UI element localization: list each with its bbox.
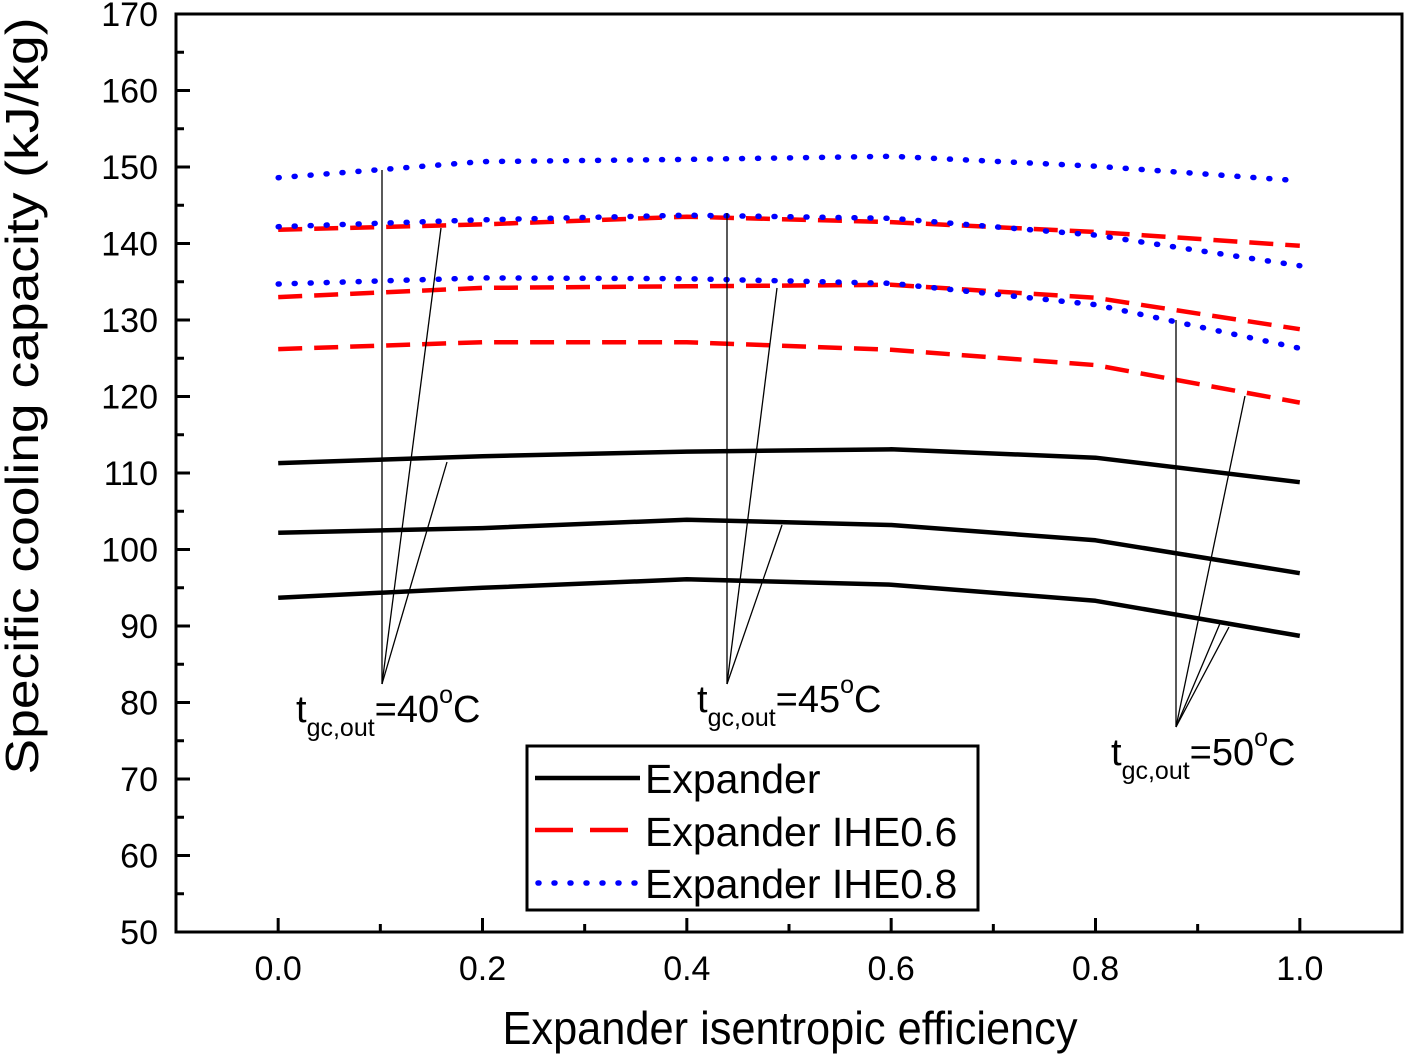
- annotation-leader-line: [381, 227, 442, 685]
- annotation-leader-line: [1175, 626, 1230, 728]
- series-line-expander-ihe08-45c: [275, 212, 1303, 269]
- legend: Expander Expander IHE0.6 Expander IHE0.8: [525, 744, 980, 912]
- annotation-leaders-40c: [381, 170, 448, 685]
- y-tick-label: 50: [120, 914, 158, 952]
- x-tick-label: 1.0: [1276, 950, 1323, 988]
- annotation-leader-line: [381, 461, 448, 685]
- annotation-symbol: t: [296, 689, 307, 731]
- annotation-symbol: t: [1111, 732, 1122, 774]
- y-tick-label: 140: [101, 226, 158, 264]
- annotation-degree: o: [840, 671, 854, 699]
- y-tick-label: 150: [101, 149, 158, 187]
- y-tick-label: 60: [120, 838, 158, 876]
- legend-label-expander-ihe08: Expander IHE0.8: [645, 861, 957, 907]
- annotation-leader-line: [726, 524, 783, 685]
- x-tick-label: 0.8: [1072, 950, 1119, 988]
- series-line-expander-ihe08-50c: [275, 275, 1303, 352]
- series-line-expander-45c: [278, 517, 1301, 576]
- series-layer: [275, 153, 1303, 639]
- y-tick-label: 130: [101, 302, 158, 340]
- annotation-subscript: gc,out: [708, 704, 776, 732]
- annotation-degree: o: [439, 681, 453, 709]
- x-tick-label: 0.4: [663, 950, 710, 988]
- tick-layer: 50 60 70 80 90 100 110 120 130 140 150 160 170 0.0 0.2…: [101, 0, 1323, 988]
- annotation-symbol: t: [697, 679, 708, 721]
- annotation-degree: o: [1254, 724, 1268, 752]
- y-tick-label: 170: [101, 0, 158, 34]
- y-tick-label: 100: [101, 532, 158, 570]
- annotation-unit: C: [854, 679, 881, 721]
- annotation-value: =40: [375, 689, 439, 731]
- y-tick-label: 70: [120, 761, 158, 799]
- x-tick-label: 0.2: [459, 950, 506, 988]
- annotation-leaders-50c: [1175, 320, 1246, 728]
- annotation-subscript: gc,out: [307, 714, 375, 742]
- y-tick-label: 110: [104, 455, 158, 493]
- x-tick-label: 0.0: [255, 950, 302, 988]
- annotation-unit: C: [1268, 732, 1295, 774]
- legend-label-expander: Expander: [645, 756, 821, 802]
- annotation-subscript: gc,out: [1122, 757, 1190, 785]
- annotation-value: =50: [1190, 732, 1254, 774]
- annotation-label-45c: tgc,out=45oC: [697, 671, 882, 732]
- annotation-leaders-45c: [726, 213, 783, 685]
- y-tick-label: 90: [120, 608, 158, 646]
- annotation-value: =45: [776, 679, 840, 721]
- series-line-expander-50c: [278, 577, 1301, 639]
- y-tick-label: 160: [101, 73, 158, 111]
- y-axis-title: Specific cooling capacity (kJ/kg): [0, 18, 48, 775]
- annotation-leader-line: [726, 287, 778, 685]
- plot-frame: [174, 12, 1404, 934]
- series-line-expander-40c: [278, 447, 1301, 485]
- series-line-expander-ihe06-50c: [278, 339, 1301, 405]
- legend-label-expander-ihe06: Expander IHE0.6: [645, 809, 957, 855]
- y-tick-label: 120: [101, 379, 158, 417]
- y-tick-label: 80: [120, 685, 158, 723]
- annotation-unit: C: [453, 689, 480, 731]
- series-line-expander-ihe06-45c: [278, 282, 1301, 332]
- series-line-expander-ihe08-40c: [275, 153, 1303, 184]
- annotation-label-40c: tgc,out=40oC: [296, 681, 481, 742]
- x-tick-label: 0.6: [868, 950, 915, 988]
- annotation-leader-line: [1175, 395, 1246, 728]
- x-axis-title: Expander isentropic efficiency: [503, 1002, 1078, 1054]
- annotation-leader-line: [1175, 620, 1222, 728]
- series-line-expander-ihe06-40c: [278, 214, 1300, 249]
- annotation-label-50c: tgc,out=50oC: [1111, 724, 1296, 785]
